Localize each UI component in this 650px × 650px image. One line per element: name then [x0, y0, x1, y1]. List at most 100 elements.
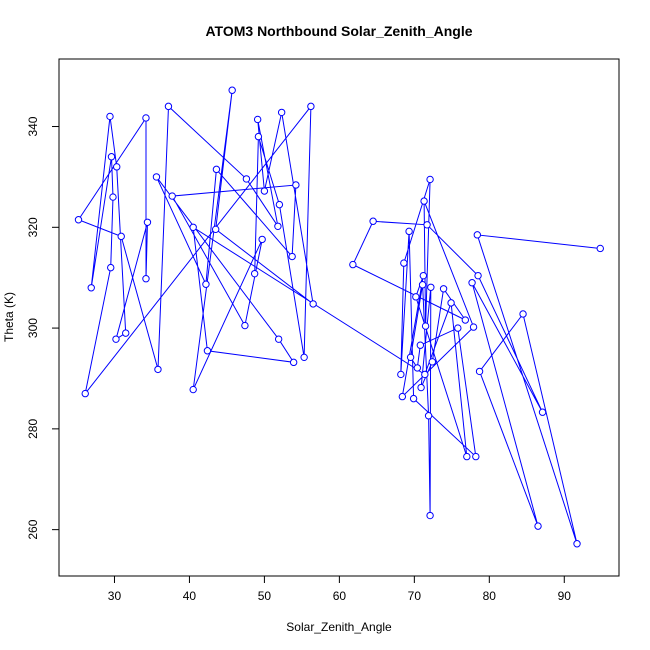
- data-point: [154, 365, 162, 374]
- x-tick-label: 40: [183, 589, 197, 603]
- data-point: [409, 394, 418, 403]
- x-tick-label: 80: [483, 589, 497, 603]
- data-point: [412, 293, 420, 301]
- y-tick-label: 340: [26, 116, 40, 136]
- data-point: [421, 322, 430, 330]
- data-point: [454, 324, 462, 332]
- y-axis: 260 280 300 320 340: [26, 116, 60, 540]
- data-point: [113, 163, 121, 171]
- data-point: [107, 263, 115, 272]
- data-point: [307, 102, 315, 111]
- y-tick-label: 260: [26, 519, 40, 539]
- x-axis: 30 40 50 60 70 80 90: [108, 575, 572, 603]
- y-tick-label: 320: [26, 217, 40, 237]
- y-tick-label: 280: [26, 419, 40, 439]
- data-point: [300, 353, 308, 362]
- x-tick-label: 50: [258, 589, 272, 603]
- data-point: [424, 412, 433, 420]
- data-point: [406, 353, 415, 362]
- data-point: [418, 281, 427, 289]
- data-point: [309, 300, 317, 308]
- data-point: [87, 284, 95, 292]
- data-point: [203, 347, 212, 355]
- data-point: [472, 452, 480, 461]
- data-point: [596, 244, 604, 253]
- data-point: [211, 225, 220, 234]
- data-point: [369, 217, 377, 225]
- data-point: [413, 364, 422, 372]
- data-point: [427, 283, 435, 291]
- data-point: [420, 197, 428, 205]
- x-tick-label: 60: [333, 589, 347, 603]
- data-point: [463, 452, 471, 461]
- data-point: [250, 269, 259, 278]
- data-point: [117, 232, 125, 241]
- data-point: [426, 175, 434, 184]
- data-point: [398, 392, 407, 401]
- y-axis-label: Theta (K): [2, 292, 16, 342]
- data-point: [416, 341, 425, 349]
- data-point: [468, 279, 476, 287]
- data-point: [428, 358, 437, 366]
- data-point: [109, 193, 117, 201]
- data-point: [152, 173, 161, 181]
- data-point: [107, 153, 116, 161]
- data-point: [242, 175, 251, 183]
- data-point: [253, 115, 262, 124]
- data-point: [519, 310, 527, 318]
- data-point: [274, 335, 283, 343]
- data-point: [469, 323, 478, 331]
- data-point: [447, 299, 455, 307]
- data-point: [349, 260, 357, 269]
- data-point: [274, 222, 282, 230]
- data-point: [122, 329, 130, 337]
- data-point: [573, 540, 581, 548]
- data-point: [106, 112, 114, 121]
- data-point: [474, 271, 482, 280]
- data-point: [397, 370, 405, 379]
- data-point: [439, 285, 448, 293]
- data-point: [475, 367, 484, 376]
- data-point: [426, 511, 434, 520]
- data-point: [202, 280, 210, 288]
- data-point: [168, 192, 176, 200]
- y-tick-label: 300: [26, 318, 40, 338]
- data-point: [254, 132, 263, 141]
- data-point: [277, 108, 286, 117]
- data-point: [417, 383, 425, 392]
- series-layer: [74, 86, 604, 548]
- data-point: [534, 522, 542, 530]
- data-point: [421, 370, 429, 379]
- data-point: [288, 252, 296, 261]
- x-axis-label: Solar_Zenith_Angle: [286, 620, 392, 634]
- data-point: [419, 271, 428, 280]
- data-point: [461, 316, 470, 324]
- data-point: [189, 223, 197, 232]
- data-point: [258, 235, 266, 244]
- data-point: [81, 389, 89, 398]
- x-tick-label: 30: [108, 589, 122, 603]
- data-point: [112, 335, 120, 343]
- plot-frame: [58, 58, 620, 577]
- data-point: [292, 181, 300, 189]
- data-point: [142, 114, 150, 122]
- data-point: [212, 165, 221, 174]
- data-point: [260, 187, 269, 195]
- data-point: [142, 274, 150, 283]
- data-point: [400, 259, 408, 267]
- data-point: [423, 221, 431, 229]
- chart-title: ATOM3 Northbound Solar_Zenith_Angle: [205, 23, 472, 39]
- data-point: [189, 385, 197, 394]
- data-point: [289, 358, 298, 367]
- data-point: [405, 227, 413, 236]
- data-point: [164, 102, 173, 111]
- data-point: [228, 86, 236, 94]
- data-point: [275, 200, 284, 209]
- data-point: [473, 231, 482, 239]
- x-tick-label: 70: [408, 589, 422, 603]
- x-tick-label: 90: [558, 589, 572, 603]
- data-point: [538, 408, 547, 416]
- data-point: [241, 321, 249, 330]
- data-point: [74, 216, 83, 224]
